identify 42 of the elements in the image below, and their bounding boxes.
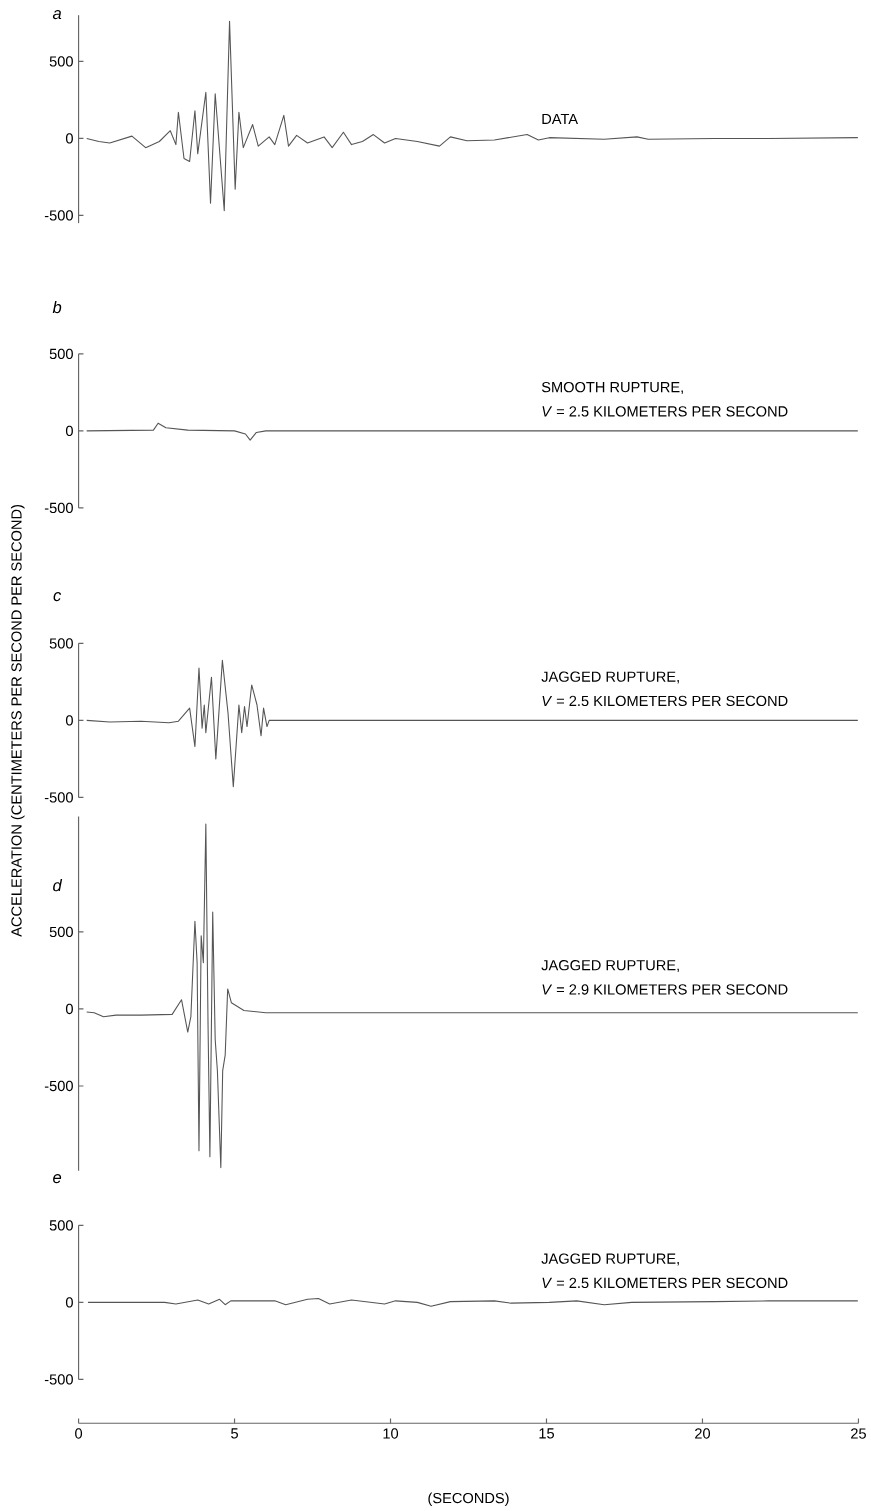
- y-tick-label: 500: [49, 56, 73, 67]
- y-tick-label: 500: [49, 926, 73, 938]
- annotation: SMOOTH RUPTURE,: [541, 381, 683, 395]
- annotation: V = 2.5 KILOMETERS PER SECOND: [542, 695, 788, 707]
- annotation: V = 2.9 KILOMETERS PER SECOND: [542, 984, 788, 995]
- line-series: [85, 422, 859, 441]
- line-series: [87, 1298, 859, 1307]
- x-tick-label: 15: [539, 1428, 554, 1439]
- y-tick-label: -500: [44, 792, 73, 803]
- x-tick-label: 0: [74, 1428, 82, 1439]
- annotation: JAGGED RUPTURE,: [541, 671, 679, 684]
- y-tick-label: 500: [49, 638, 73, 649]
- y-tick-label: -500: [44, 1080, 73, 1092]
- line-series: [85, 20, 859, 212]
- y-tick-label: 500: [49, 1220, 73, 1231]
- annotation: JAGGED RUPTURE,: [541, 1253, 679, 1266]
- y-tick-label: 0: [65, 133, 73, 144]
- y-tick-label: 500: [49, 348, 73, 360]
- x-axis-title: (SECONDS): [428, 1492, 509, 1507]
- y-tick-label: -500: [44, 210, 73, 221]
- line-series: [85, 659, 859, 788]
- annotation: DATA: [542, 113, 578, 124]
- chart-title: e: [52, 1174, 61, 1184]
- x-tick-label: 25: [850, 1428, 866, 1439]
- y-tick-label: 0: [65, 1297, 73, 1308]
- y-tick-label: -500: [44, 502, 73, 514]
- annotation: JAGGED RUPTURE,: [541, 960, 679, 973]
- y-tick-label: 0: [65, 1003, 73, 1015]
- x-tick-label: 5: [230, 1428, 238, 1439]
- annotation: V = 2.5 KILOMETERS PER SECOND: [542, 406, 788, 417]
- annotation: V = 2.5 KILOMETERS PER SECOND: [542, 1277, 788, 1289]
- text: d: [52, 879, 62, 892]
- line-series: [85, 823, 859, 1169]
- chart-title: a: [52, 10, 61, 20]
- y-tick-label: -500: [44, 1374, 73, 1385]
- y-tick-label: 0: [65, 425, 73, 437]
- x-tick-label: 20: [694, 1428, 710, 1439]
- y-axis-title: ACCELERATION (CENTIMETERS PER SECOND PER SECOND): [10, 504, 25, 937]
- chart-title: b: [52, 301, 62, 314]
- chart-title: c: [53, 592, 61, 602]
- x-tick-label: 10: [383, 1428, 398, 1439]
- y-tick-label: 0: [65, 715, 73, 726]
